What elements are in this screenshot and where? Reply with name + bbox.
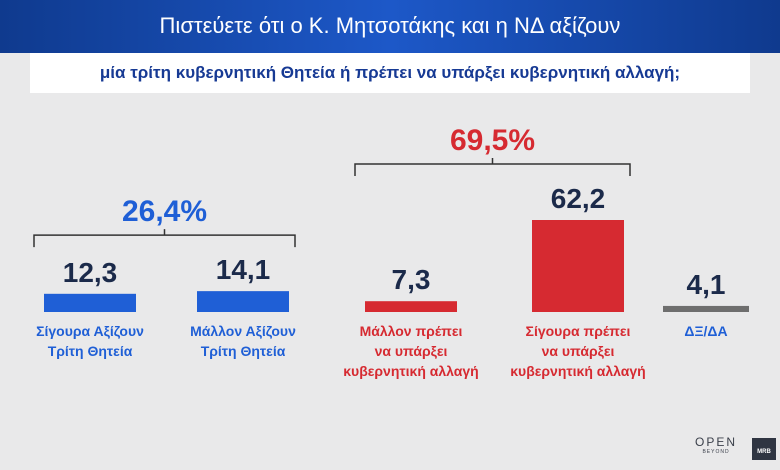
category-label: Σίγουρα πρέπει <box>526 323 631 339</box>
bar <box>197 291 289 312</box>
logo-sub-text: BEYOND <box>702 449 730 455</box>
bar-value-label: 7,3 <box>392 264 431 295</box>
category-label: να υπάρξει <box>542 343 615 359</box>
bar-value-label: 62,2 <box>551 183 606 214</box>
category-label: Τρίτη Θητεία <box>201 343 286 359</box>
bar <box>663 305 749 312</box>
bar <box>532 220 624 312</box>
channel-logo: OPEN BEYOND <box>690 436 742 460</box>
group-bracket <box>354 158 631 176</box>
chart-title: Πιστεύετε ότι ο Κ. Μητσοτάκης και η ΝΔ α… <box>159 13 621 38</box>
logo-main-text: OPEN <box>694 435 737 449</box>
bar-value-label: 4,1 <box>687 269 726 300</box>
bar-value-label: 14,1 <box>216 254 271 285</box>
subtitle-band: μία τρίτη κυβερνητική Θητεία ή πρέπει να… <box>30 53 750 93</box>
category-label: κυβερνητική αλλαγή <box>510 363 645 379</box>
chart-subtitle: μία τρίτη κυβερνητική Θητεία ή πρέπει να… <box>99 63 681 82</box>
group-total-label: 69,5% <box>450 124 535 157</box>
category-label: να υπάρξει <box>375 343 448 359</box>
header-bar: Πιστεύετε ότι ο Κ. Μητσοτάκης και η ΝΔ α… <box>0 0 780 53</box>
category-label: κυβερνητική αλλαγή <box>343 363 478 379</box>
group-bracket <box>33 229 296 248</box>
category-label: Τρίτη Θητεία <box>48 343 133 359</box>
category-label: Σίγουρα Αξίζουν <box>36 323 144 339</box>
pollster-logo: MRB <box>752 438 776 460</box>
category-label: ΔΞ/ΔΑ <box>684 323 727 339</box>
bar <box>365 301 457 312</box>
bar <box>44 293 136 312</box>
group-total-label: 26,4% <box>122 195 207 228</box>
category-label: Μάλλον Αξίζουν <box>190 323 296 339</box>
category-label: Μάλλον πρέπει <box>360 323 463 339</box>
bar-value-label: 12,3 <box>63 257 118 288</box>
